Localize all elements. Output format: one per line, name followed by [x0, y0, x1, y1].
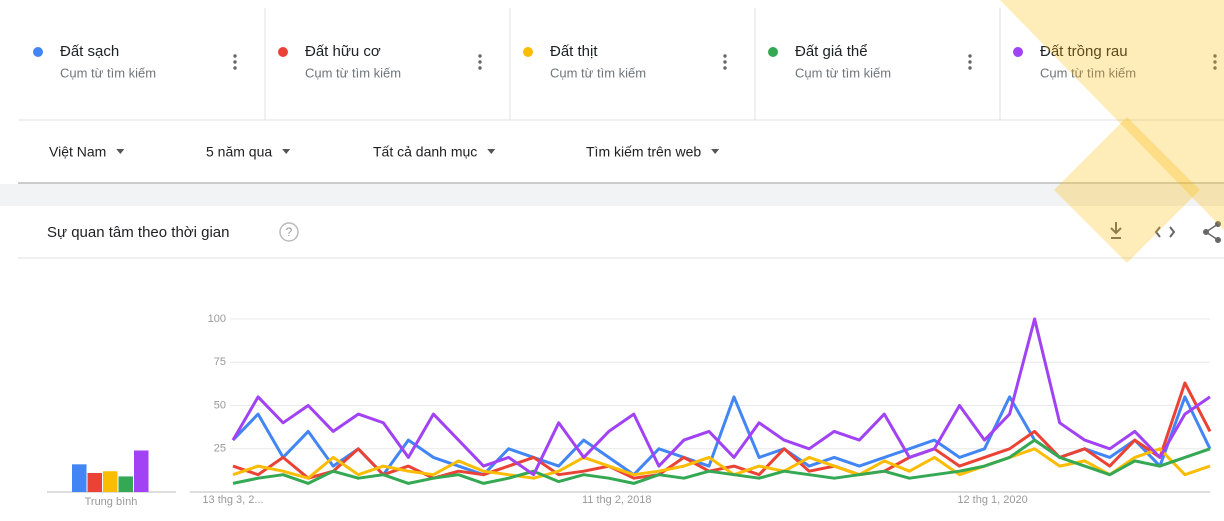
- bar: [87, 472, 102, 492]
- term-dot: [33, 47, 43, 57]
- decor-shape: [1054, 117, 1200, 263]
- term-name: Đất sạch: [60, 43, 119, 60]
- term-subtitle: Cụm từ tìm kiếm: [795, 65, 891, 80]
- help-icon-glyph: ?: [286, 225, 293, 239]
- term-subtitle: Cụm từ tìm kiếm: [550, 65, 646, 80]
- help-icon[interactable]: [279, 222, 299, 242]
- bar: [103, 471, 118, 492]
- filter-label[interactable]: Tất cả danh mục: [373, 144, 477, 160]
- bar: [134, 450, 149, 492]
- kebab-dot: [233, 54, 237, 58]
- kebab-dot: [723, 60, 727, 64]
- bar: [118, 476, 133, 492]
- filter-label[interactable]: Việt Nam: [49, 144, 106, 160]
- kebab-dot: [1213, 54, 1217, 58]
- term-name: Đất hữu cơ: [305, 43, 381, 60]
- series-line: [232, 438, 1211, 485]
- term-subtitle: Cụm từ tìm kiếm: [60, 65, 156, 80]
- series-line: [232, 447, 1211, 480]
- kebab-dot: [478, 60, 482, 64]
- gap: [0, 184, 1224, 206]
- download-icon[interactable]: [1110, 222, 1122, 239]
- x-tick-label: 11 thg 2, 2018: [582, 494, 652, 506]
- series-line: [231, 317, 1211, 477]
- y-tick-label: 25: [214, 443, 226, 455]
- kebab-dot: [723, 66, 727, 70]
- term-dot: [523, 47, 533, 57]
- kebab-dot: [968, 60, 972, 64]
- x-tick-label: 13 thg 3, 2...: [202, 494, 263, 506]
- series-line: [232, 381, 1212, 480]
- filter-arrow: [116, 149, 125, 154]
- embed-icon[interactable]: [1154, 226, 1176, 238]
- kebab-dot: [478, 54, 482, 58]
- kebab-dot: [1213, 66, 1217, 70]
- x-tick-label: 12 thg 1, 2020: [957, 494, 1027, 506]
- kebab-dot: [723, 54, 727, 58]
- kebab-dot: [968, 66, 972, 70]
- kebab-dot: [1213, 60, 1217, 64]
- term-dot: [768, 47, 778, 57]
- filter-arrow: [282, 149, 291, 154]
- filter-arrow: [487, 149, 496, 154]
- term-subtitle: Cụm từ tìm kiếm: [1040, 65, 1136, 80]
- kebab-dot: [233, 60, 237, 64]
- filter-label[interactable]: 5 năm qua: [206, 144, 272, 160]
- y-tick-label: 75: [214, 356, 226, 368]
- term-dot: [1013, 47, 1023, 57]
- y-tick-label: 50: [214, 399, 226, 411]
- term-name: Đất thịt: [550, 43, 598, 60]
- filter-arrow: [711, 149, 720, 154]
- kebab-dot: [478, 66, 482, 70]
- y-tick-label: 100: [208, 313, 226, 325]
- share-icon[interactable]: [1203, 221, 1221, 243]
- term-dot: [278, 47, 288, 57]
- filter-label[interactable]: Tìm kiếm trên web: [586, 144, 701, 160]
- term-subtitle: Cụm từ tìm kiếm: [305, 65, 401, 80]
- term-name: Đất trồng rau: [1040, 43, 1128, 60]
- bar: [72, 464, 87, 492]
- bar-category: Trung bình: [85, 496, 138, 508]
- decor-shape: [1000, 0, 1224, 230]
- kebab-dot: [968, 54, 972, 58]
- term-name: Đất giá thể: [795, 43, 868, 60]
- kebab-dot: [233, 66, 237, 70]
- section-title: Sự quan tâm theo thời gian: [47, 224, 230, 241]
